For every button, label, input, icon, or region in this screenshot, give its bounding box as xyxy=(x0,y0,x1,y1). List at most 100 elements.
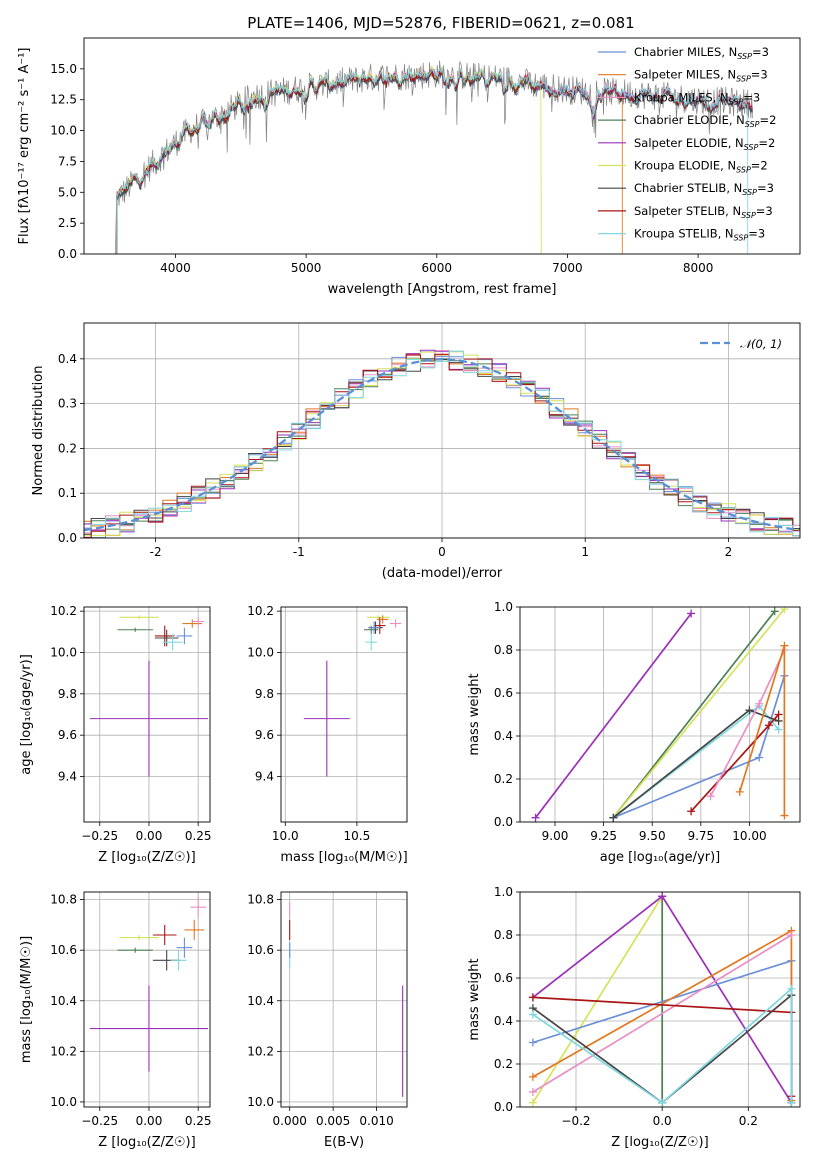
x-tick-label: 0.25 xyxy=(185,1114,212,1128)
y-tick-label: 0.4 xyxy=(494,1014,513,1028)
legend-label: Kroupa STELIB, NSSP=3 xyxy=(634,227,765,243)
model-line-salpeter-miles xyxy=(116,67,623,254)
weight-marker xyxy=(787,931,796,939)
x-tick-label: 10.00 xyxy=(732,829,766,843)
errorbar-salpeter-elodie xyxy=(303,660,350,777)
y-tick-label: 10.6 xyxy=(247,943,274,957)
weight-line-kroupa-elodie xyxy=(612,608,786,819)
axes-frame xyxy=(83,37,801,255)
y-tick-label: 0.6 xyxy=(494,686,513,700)
mass-vs-ebv-plot xyxy=(281,892,407,1107)
weight-line-kroupa-miles xyxy=(532,934,792,1093)
legend-label: 𝒩(0, 1) xyxy=(740,337,782,351)
weight-line-salpeter-stelib xyxy=(690,713,780,812)
y-tick-label: 10.4 xyxy=(247,994,274,1008)
y-tick-label: 15.0 xyxy=(50,62,77,76)
weight-marker xyxy=(609,813,618,822)
errorbar-kroupa-elodie xyxy=(119,615,159,620)
x-tick-label: 0.010 xyxy=(359,1114,393,1128)
mass-vs-z-plot xyxy=(84,892,210,1107)
y-tick-label: 10.0 xyxy=(247,1095,274,1109)
weight-marker xyxy=(787,984,796,993)
y-tick-label: 0.0 xyxy=(494,815,513,829)
y-axis-label: mass weight xyxy=(467,673,482,755)
histogram-kroupa-stelib xyxy=(84,350,800,537)
x-axis-label: age [log₁₀(age/yr)] xyxy=(600,850,721,865)
weight-line-salpeter-elodie xyxy=(534,612,692,819)
weight-marker xyxy=(687,807,696,816)
x-tick-label: 0.0 xyxy=(653,1114,672,1128)
weight-marker xyxy=(528,1010,537,1019)
y-tick-label: 10.6 xyxy=(50,943,77,957)
weight-marker xyxy=(528,1098,537,1107)
x-tick-label: 0.2 xyxy=(739,1114,758,1128)
y-tick-label: 10.4 xyxy=(50,994,77,1008)
histogram-chabrier-miles xyxy=(84,351,800,538)
y-tick-label: 10.0 xyxy=(50,645,77,659)
x-tick-label: -2 xyxy=(150,545,162,559)
x-tick-label: 1 xyxy=(581,545,589,559)
x-tick-label: 4000 xyxy=(160,261,191,275)
legend-label: Salpeter STELIB, NSSP=3 xyxy=(634,204,773,220)
errorbar-kroupa-stelib xyxy=(365,633,377,651)
y-tick-label: 1.0 xyxy=(494,885,513,899)
y-tick-label: 9.4 xyxy=(58,770,77,784)
residuals-axes: -2 -1 0 1 2 0.0 0.1 0.2 0.3 0.4 (data-model)/error… xyxy=(31,322,801,581)
weight-vs-z-plot xyxy=(520,892,800,1107)
age-vs-mass-axes: 10.0 10.5 9.4 9.6 9.8 10.0 10.2 mass [log₁₀(M/M… xyxy=(247,604,407,865)
y-tick-label: 12.5 xyxy=(50,93,77,107)
y-axis-label: mass weight xyxy=(467,958,482,1040)
axes-frame xyxy=(83,322,801,539)
weight-marker xyxy=(528,993,537,1002)
x-axis-label: (data-model)/error xyxy=(382,566,503,581)
y-tick-label: 9.8 xyxy=(255,687,274,701)
x-axis-label: mass [log₁₀(M/M☉)] xyxy=(280,850,407,865)
weight-marker xyxy=(780,811,789,820)
y-tick-label: 5.0 xyxy=(58,185,77,199)
y-tick-label: 0.0 xyxy=(58,247,77,261)
y-tick-label: 10.2 xyxy=(50,604,77,618)
weight-line-chabrier-elodie xyxy=(612,610,776,819)
x-tick-label: 9.75 xyxy=(687,829,714,843)
x-tick-label: 5000 xyxy=(291,261,322,275)
x-tick-label: 9.50 xyxy=(639,829,666,843)
errorbar-chabrier-stelib xyxy=(154,629,179,647)
weight-marker xyxy=(774,710,783,719)
weight-marker xyxy=(687,609,696,618)
y-tick-label: 0.6 xyxy=(494,971,513,985)
x-tick-label: 0.00 xyxy=(136,829,163,843)
y-tick-label: 10.2 xyxy=(50,1044,77,1058)
model-line-kroupa-stelib xyxy=(116,67,749,254)
y-tick-label: 0.1 xyxy=(58,486,77,500)
x-axis-label: Z [log₁₀(Z/Z☉)] xyxy=(611,1135,708,1150)
y-tick-label: 9.6 xyxy=(255,728,274,742)
weight-marker xyxy=(531,813,540,822)
x-tick-label: 9.25 xyxy=(590,829,617,843)
axes-frame xyxy=(519,606,801,823)
x-tick-label: -1 xyxy=(293,545,305,559)
x-tick-label: 0.25 xyxy=(185,829,212,843)
errorbar-chabrier-miles xyxy=(176,627,193,645)
legend-label: Chabrier STELIB, NSSP=3 xyxy=(634,181,774,197)
x-tick-label: 10.5 xyxy=(344,829,371,843)
y-tick-label: 0.8 xyxy=(494,643,513,657)
weight-marker xyxy=(780,607,789,614)
y-axis-label: mass [log₁₀(M/M☉)] xyxy=(19,936,34,1063)
axes-frame xyxy=(83,606,211,823)
x-axis-label: E(B-V) xyxy=(324,1135,364,1150)
y-axis-label: age [log₁₀(age/yr)] xyxy=(19,654,34,775)
weight-vs-age-plot xyxy=(520,607,800,822)
errorbar-kroupa-miles xyxy=(190,897,207,918)
age-vs-z-plot xyxy=(84,607,210,822)
y-tick-label: 10.0 xyxy=(50,1095,77,1109)
legend-label: Salpeter ELODIE, NSSP=2 xyxy=(634,136,775,152)
y-tick-label: 9.4 xyxy=(255,770,274,784)
y-tick-label: 10.2 xyxy=(247,604,274,618)
model-line-kroupa-elodie xyxy=(116,65,542,254)
weight-marker xyxy=(787,1098,796,1107)
errorbar-salpeter-elodie xyxy=(89,985,209,1072)
x-axis-label: Z [log₁₀(Z/Z☉)] xyxy=(98,850,195,865)
weight-marker xyxy=(658,892,667,901)
axes-frame xyxy=(280,606,408,823)
errorbar-salpeter-elodie xyxy=(89,660,209,777)
